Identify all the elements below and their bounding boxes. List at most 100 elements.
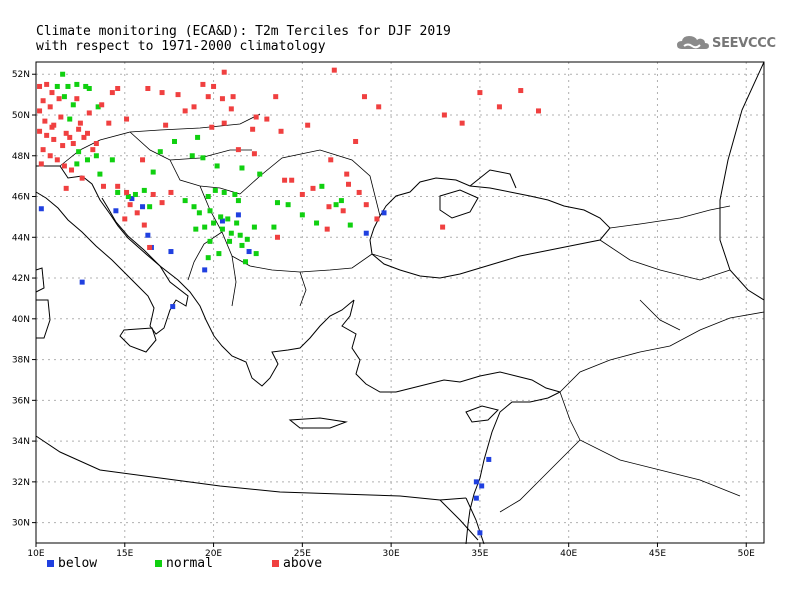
coastline-sicily [119, 327, 157, 353]
station-normal [95, 104, 101, 110]
station-below [129, 196, 135, 202]
station-above [76, 126, 82, 132]
cloud-icon [677, 36, 709, 49]
station-below [79, 279, 85, 285]
station-below [246, 249, 252, 255]
coastline-crete [288, 417, 348, 429]
station-normal [347, 222, 353, 228]
station-above [535, 108, 541, 114]
station-above [147, 244, 153, 250]
station-above [124, 116, 130, 122]
station-above [363, 202, 369, 208]
tick-label-lat-46N: 46N [12, 193, 30, 203]
station-normal [191, 204, 197, 210]
coastline-azov [469, 169, 517, 189]
coastline-turkey-west [341, 299, 396, 393]
station-normal [141, 187, 147, 193]
coastline-italy [35, 165, 189, 335]
station-above [159, 90, 165, 96]
station-normal [132, 191, 138, 197]
tick-label-lat-44N: 44N [12, 233, 30, 243]
station-normal [60, 71, 66, 77]
station-normal [285, 202, 291, 208]
station-above [122, 216, 128, 222]
station-above [159, 200, 165, 206]
station-above [305, 122, 311, 128]
station-above [175, 92, 181, 98]
station-above [44, 81, 50, 87]
tick-label-lat-34N: 34N [12, 437, 30, 447]
station-above [344, 171, 350, 177]
logo-text: SEEVCCC [712, 35, 776, 51]
station-normal [225, 216, 231, 222]
station-above [496, 104, 502, 110]
station-above [70, 141, 76, 147]
station-normal [299, 212, 305, 218]
station-above [328, 157, 334, 163]
tick-label-lon-35E: 35E [471, 549, 488, 559]
border-lines [59, 113, 765, 513]
station-above [77, 120, 83, 126]
station-normal [150, 169, 156, 175]
coastline-egypt [35, 435, 467, 501]
station-above [163, 122, 169, 128]
station-normal [61, 94, 67, 100]
station-above [51, 136, 57, 142]
station-normal [193, 226, 199, 232]
coastline-corsica [35, 267, 45, 293]
station-above [127, 202, 133, 208]
station-above [376, 104, 382, 110]
station-normal [200, 155, 206, 161]
station-above [205, 94, 211, 100]
station-above [56, 96, 62, 102]
station-below [38, 206, 44, 212]
station-below [473, 479, 479, 485]
legend-label-above: above [283, 555, 323, 571]
station-normal [207, 238, 213, 244]
legend-swatch-below [47, 559, 54, 567]
station-above [221, 120, 227, 126]
station-above [93, 141, 99, 147]
tick-label-lon-45E: 45E [649, 549, 666, 559]
station-above [54, 157, 60, 163]
tick-label-lat-32N: 32N [12, 478, 30, 488]
station-normal [251, 224, 257, 230]
station-normal [54, 83, 60, 89]
map-frame [35, 61, 765, 544]
station-normal [171, 138, 177, 144]
station-above [42, 118, 48, 124]
station-above [228, 106, 234, 112]
station-below [140, 204, 146, 210]
station-above [374, 216, 380, 222]
station-above [353, 138, 359, 144]
coastline-red-sea [439, 497, 485, 545]
station-normal [239, 165, 245, 171]
station-normal [274, 200, 280, 206]
station-normal [212, 187, 218, 193]
station-below [168, 249, 174, 255]
station-normal [74, 81, 80, 87]
station-above [69, 167, 75, 173]
legend-swatch-normal [155, 559, 162, 567]
station-normal [70, 102, 76, 108]
station-above [90, 147, 96, 153]
station-above [141, 222, 147, 228]
station-normal [227, 238, 233, 244]
tick-label-lon-15E: 15E [116, 549, 133, 559]
station-above [58, 114, 64, 120]
station-below [486, 456, 492, 462]
station-normal [228, 230, 234, 236]
station-below [145, 232, 151, 238]
map-gridlines [35, 62, 764, 543]
station-above [99, 102, 105, 108]
station-above [150, 191, 156, 197]
coastline-sardinia [36, 299, 51, 339]
map-title-line-2: with respect to 1971-2000 climatology [36, 39, 326, 54]
station-normal [214, 163, 220, 169]
station-above [37, 108, 43, 114]
tick-label-lon-50E: 50E [738, 549, 755, 559]
station-above [145, 85, 151, 91]
legend-label-normal: normal [166, 555, 213, 571]
station-normal [253, 251, 259, 257]
station-above [140, 157, 146, 163]
